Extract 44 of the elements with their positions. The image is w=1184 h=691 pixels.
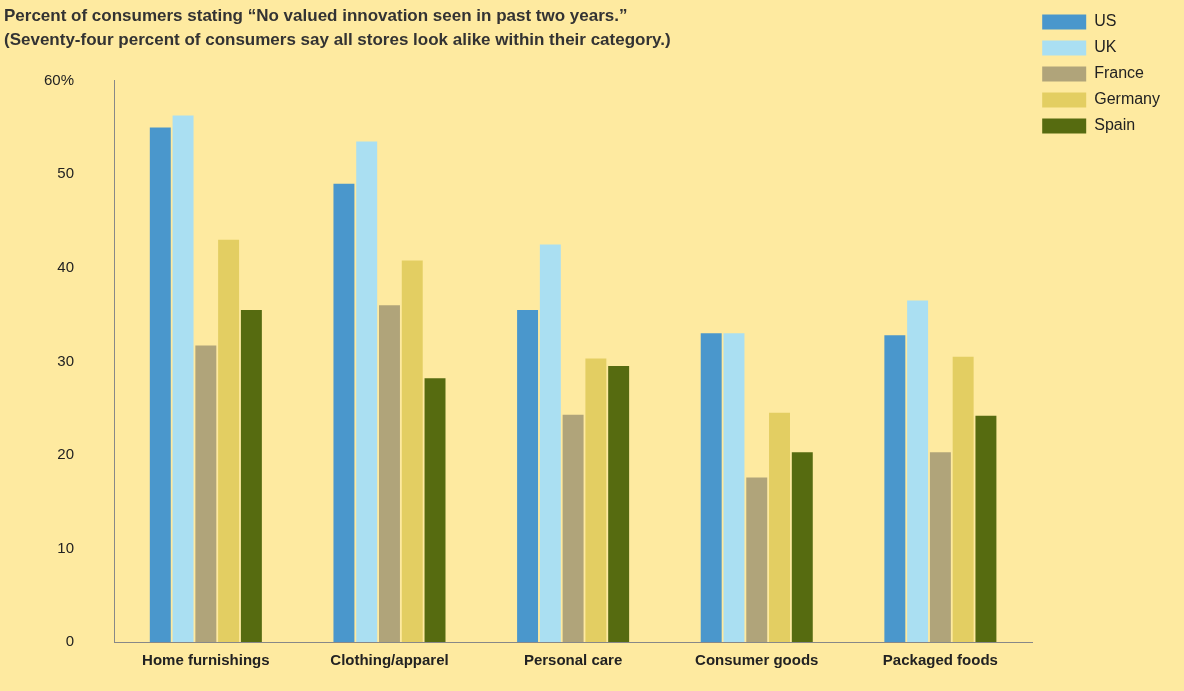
bar	[539, 244, 561, 642]
y-tick-label: 50	[57, 164, 75, 182]
bar	[700, 333, 722, 642]
bar	[218, 239, 240, 642]
y-tick-label: 10	[57, 538, 75, 556]
bar	[952, 356, 974, 642]
x-tick-label: Personal care	[523, 651, 623, 669]
bar	[356, 141, 378, 642]
bar	[195, 345, 217, 642]
y-tick-label: 40	[57, 258, 75, 276]
bar	[424, 378, 446, 642]
y-tick-label: 20	[57, 445, 75, 463]
x-tick-label: Consumer goods	[695, 651, 819, 669]
chart-subtitle: (Seventy-four percent of consumers say all stores look alike within their category.)	[4, 30, 671, 50]
bar	[585, 358, 607, 642]
bar	[608, 366, 630, 642]
x-tick-label: Home furnishings	[142, 651, 270, 669]
bar	[884, 335, 906, 642]
bar	[401, 260, 423, 642]
legend-label: Germany	[1094, 90, 1160, 108]
bar	[379, 305, 400, 642]
bar	[791, 452, 813, 642]
bar	[975, 415, 997, 642]
bar	[723, 333, 745, 642]
bar	[746, 477, 768, 642]
bar	[172, 115, 194, 642]
bar	[517, 309, 539, 642]
x-tick-label: Clothing/apparel	[330, 651, 449, 669]
bar	[240, 309, 262, 642]
legend-label: UK	[1094, 38, 1117, 56]
legend-label: US	[1094, 12, 1117, 30]
legend-label: Spain	[1094, 116, 1136, 134]
bar	[907, 300, 929, 642]
bar	[562, 414, 584, 642]
bar	[149, 127, 171, 642]
chart-title: Percent of consumers stating “No valued innovation seen in past two years.”	[4, 5, 628, 25]
bar	[333, 183, 355, 642]
bar	[769, 412, 790, 642]
y-tick-label: 30	[57, 351, 75, 369]
y-tick-label: 60%	[43, 70, 75, 88]
y-tick-label: 0	[65, 632, 75, 650]
x-tick-label: Packaged foods	[882, 651, 998, 669]
bar	[929, 452, 951, 642]
legend-label: France	[1094, 64, 1145, 82]
